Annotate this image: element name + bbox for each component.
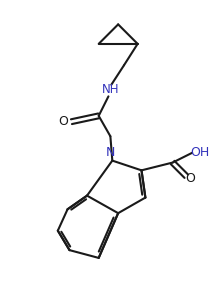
Text: N: N: [106, 146, 115, 159]
Text: NH: NH: [102, 83, 119, 96]
Text: O: O: [59, 115, 69, 128]
Text: O: O: [185, 172, 195, 185]
Text: OH: OH: [190, 146, 209, 159]
